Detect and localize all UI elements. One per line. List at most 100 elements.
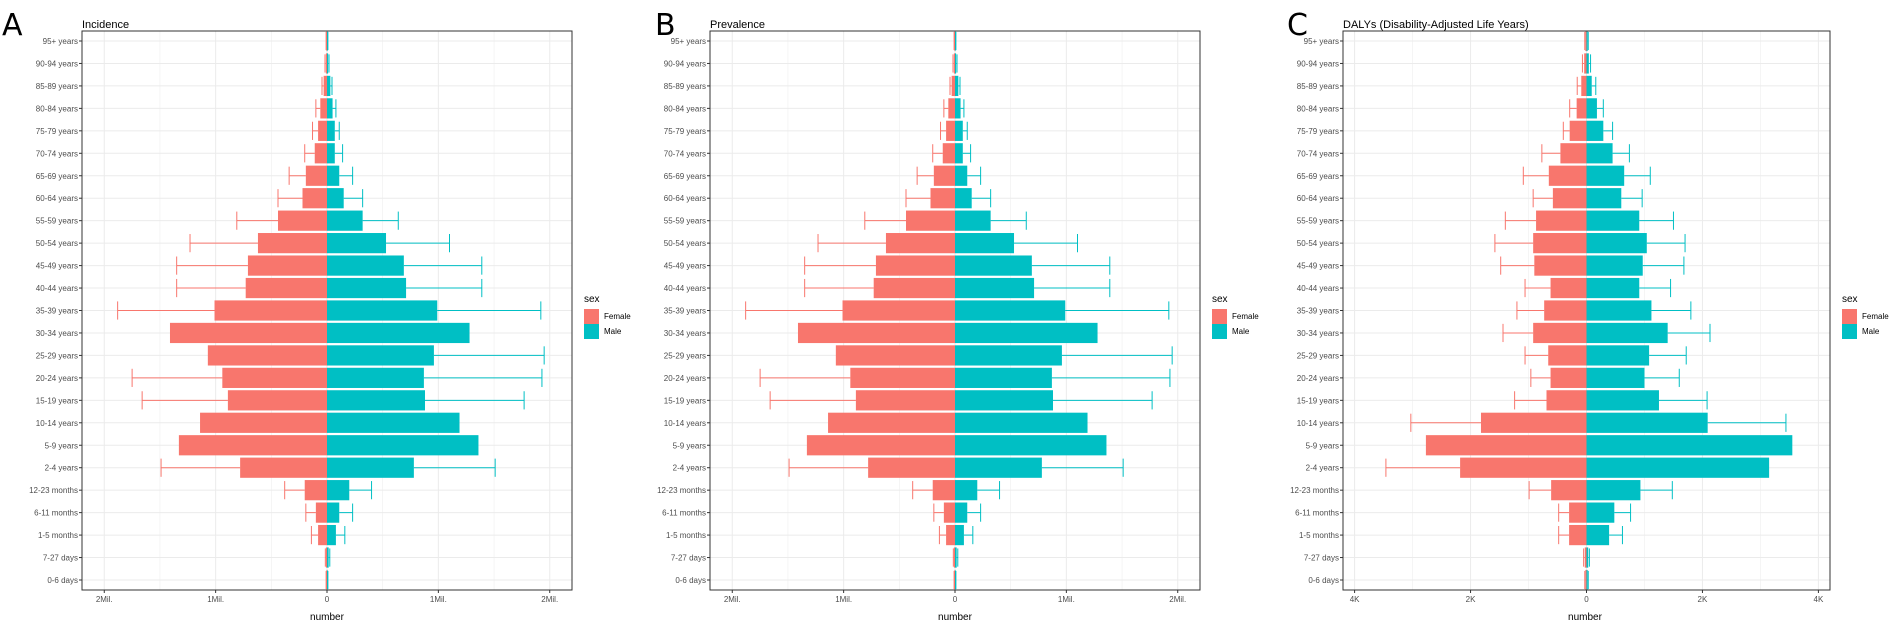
- panel-a-category-label: 65-69 years: [36, 172, 78, 181]
- panel-b-category-label: 60-64 years: [664, 194, 706, 203]
- panel-a-bar-female: [257, 233, 327, 254]
- panel-b-bar-female: [835, 345, 955, 366]
- panel-b-category-label: 90-94 years: [664, 59, 706, 68]
- panel-b-bar-male: [955, 143, 963, 164]
- panel-b-bar-male: [955, 457, 1042, 478]
- panel-a-category-label: 45-49 years: [36, 262, 78, 271]
- panel-b-x-tick-label: 1Mil.: [1058, 595, 1075, 604]
- panel-a-category-label: 90-94 years: [36, 59, 78, 68]
- panel-c-x-tick-label: 0: [1584, 595, 1589, 604]
- panel-b-bar-female: [855, 390, 955, 411]
- panel-c-x-tick-label: 2K: [1466, 595, 1476, 604]
- panel-b-category-label: 1-5 months: [666, 531, 706, 540]
- panel-c-bar-female: [1550, 277, 1587, 299]
- panel-a-plot: 95+ years 90-94 years 85-89 years 80-84 yea…: [29, 30, 573, 604]
- panel-b-category-label: 2-4 years: [673, 464, 706, 473]
- panel-a-bar-male: [327, 143, 335, 164]
- panel-a-category-label: 12-23 months: [29, 486, 78, 495]
- panel-b-bar-male: [955, 277, 1035, 299]
- panel-c-bar-male: [1586, 480, 1641, 501]
- panel-a: A Incidence 95+ years 90-94 years 85-89 ye…: [2, 8, 631, 623]
- panel-c-bar-male: [1586, 547, 1589, 568]
- panel-c-legend: sex Female Male: [1842, 294, 1889, 339]
- panel-c-bar-male: [1586, 210, 1640, 231]
- panel-b-bar-male: [955, 75, 959, 97]
- panel-c: C DALYs (Disability-Adjusted Life Years)…: [1287, 8, 1889, 623]
- panel-c-bar-male: [1586, 322, 1668, 344]
- panel-c-category-label: 30-34 years: [1297, 329, 1339, 338]
- panel-a-bar-male: [327, 367, 424, 388]
- panel-b-bar-female: [873, 277, 955, 299]
- panel-c-bar-female: [1569, 524, 1587, 546]
- panel-a-bar-male: [327, 165, 340, 186]
- panel-b-bar-male: [955, 210, 991, 231]
- panel-b-bar-male: [955, 502, 968, 523]
- panel-c-bar-female: [1569, 120, 1587, 141]
- panel-c-legend-key-female: [1842, 309, 1857, 324]
- panel-a-bar-female: [207, 345, 327, 366]
- panel-a-bar-female: [240, 457, 327, 478]
- panel-a-category-label: 10-14 years: [36, 419, 78, 428]
- panel-c-bar-male: [1586, 367, 1645, 388]
- panel-c-category-label: 12-23 months: [1290, 486, 1339, 495]
- panel-b-bar-male: [955, 255, 1032, 276]
- panel-a-x-tick-label: 2Mil.: [541, 595, 558, 604]
- panel-a-x-tick-label: 1Mil.: [430, 595, 447, 604]
- panel-b-bar-male: [955, 412, 1088, 433]
- panel-c-category-label: 15-19 years: [1297, 396, 1339, 405]
- panel-c-category-label: 65-69 years: [1297, 172, 1339, 181]
- panel-c-legend-label-female: Female: [1862, 312, 1889, 321]
- panel-c-title: DALYs (Disability-Adjusted Life Years): [1343, 19, 1529, 31]
- panel-a-bar-female: [169, 322, 327, 344]
- panel-a-category-label: 20-24 years: [36, 374, 78, 383]
- panel-c-bar-male: [1586, 120, 1604, 141]
- panel-c-category-label: 20-24 years: [1297, 374, 1339, 383]
- panel-a-legend-label-male: Male: [604, 327, 622, 336]
- panel-a-bar-female: [247, 255, 327, 276]
- panel-c-category-label: 70-74 years: [1297, 149, 1339, 158]
- panel-c-category-label: 35-39 years: [1297, 307, 1339, 316]
- panel-b-bar-male: [955, 390, 1053, 411]
- panel-a-category-label: 95+ years: [43, 37, 78, 46]
- panel-b-category-label: 65-69 years: [664, 172, 706, 181]
- panel-c-bar-male: [1586, 569, 1588, 591]
- panel-a-category-label: 80-84 years: [36, 104, 78, 113]
- panel-b-bar-female: [932, 480, 955, 501]
- panel-a-bar-male: [327, 75, 331, 97]
- panel-c-bar-female: [1533, 322, 1587, 344]
- panel-a-bar-male: [327, 502, 340, 523]
- panel-a-bar-male: [327, 457, 414, 478]
- panel-a-bar-male: [327, 524, 336, 546]
- panel-a-category-label: 25-29 years: [36, 351, 78, 360]
- panel-c-bar-male: [1586, 390, 1659, 411]
- panel-b-bar-male: [955, 188, 972, 209]
- panel-a-category-label: 2-4 years: [45, 464, 78, 473]
- panel-b-category-label: 80-84 years: [664, 104, 706, 113]
- panel-a-category-label: 70-74 years: [36, 149, 78, 158]
- panel-c-x-axis-title: number: [1568, 612, 1603, 623]
- panel-a-bar-male: [327, 210, 363, 231]
- panel-b-bar-female: [797, 322, 955, 344]
- panel-c-bar-female: [1550, 367, 1587, 388]
- panel-a-bar-female: [304, 480, 327, 501]
- panel-b-bar-female: [885, 233, 955, 254]
- panel-b-bar-female: [842, 300, 955, 321]
- panel-c-category-label: 55-59 years: [1297, 217, 1339, 226]
- panel-a-bar-male: [327, 569, 328, 591]
- panel-c-category-label: 6-11 months: [1295, 509, 1339, 518]
- panel-b-category-label: 5-9 years: [673, 441, 706, 450]
- panel-b-bar-male: [955, 569, 956, 591]
- panel-a-bar-male: [327, 412, 460, 433]
- panel-b-category-label: 55-59 years: [664, 217, 706, 226]
- panel-c-bar-male: [1586, 435, 1793, 456]
- panel-a-bar-female: [245, 277, 327, 299]
- panel-c-bar-male: [1586, 98, 1597, 119]
- panel-c-bar-male: [1586, 53, 1589, 74]
- panel-c-bar-female: [1576, 98, 1587, 119]
- panel-b-bar-male: [955, 547, 957, 568]
- panel-a-bar-male: [327, 30, 328, 52]
- panel-b-bar-female: [954, 30, 955, 52]
- panel-letter-c: C: [1287, 8, 1308, 43]
- panel-a-bar-male: [327, 547, 329, 568]
